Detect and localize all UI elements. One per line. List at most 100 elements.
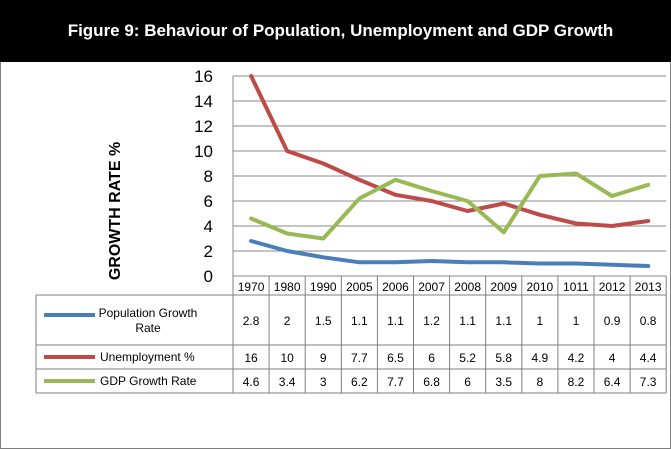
data-table-value: 0.8 <box>640 314 657 328</box>
data-table-value: 1.2 <box>423 314 440 328</box>
data-table-value: 6.2 <box>351 375 368 389</box>
y-tick-label: 8 <box>204 167 213 186</box>
data-point <box>393 193 397 197</box>
data-table-value: 2 <box>284 314 291 328</box>
data-point <box>574 222 578 225</box>
data-point <box>466 260 470 264</box>
data-table-value: 1 <box>573 314 580 328</box>
data-table-value: 3 <box>320 375 327 389</box>
data-table-value: 4.6 <box>243 375 260 389</box>
y-tick-label: 0 <box>204 267 213 286</box>
data-point <box>430 199 434 203</box>
x-category-label: 1980 <box>274 280 301 294</box>
data-point <box>538 262 542 265</box>
data-point <box>249 217 253 220</box>
data-table-value: 7.7 <box>387 375 404 389</box>
chart-title: Figure 9: Behaviour of Population, Unemp… <box>67 21 614 40</box>
data-point <box>321 237 325 240</box>
data-table-value: 6.5 <box>387 351 404 365</box>
data-table-value: 1.1 <box>495 314 512 328</box>
y-tick-label: 4 <box>204 217 213 236</box>
data-table-value: 4.9 <box>532 351 549 365</box>
data-point <box>393 178 397 182</box>
data-table-value: 8.2 <box>568 375 585 389</box>
data-table-value: 0.9 <box>604 314 621 328</box>
x-category-label: 2010 <box>526 280 553 294</box>
y-tick-label: 14 <box>194 92 213 111</box>
data-point <box>646 219 650 223</box>
data-table-value: 7.7 <box>351 351 368 365</box>
data-table-value: 1 <box>537 314 544 328</box>
data-point <box>610 263 614 267</box>
data-table-value: 1.1 <box>351 314 368 328</box>
x-category-label: 2007 <box>418 280 445 294</box>
data-point <box>249 239 253 243</box>
x-category-label: 1970 <box>238 280 265 294</box>
legend-label: GDP Growth Rate <box>100 374 197 388</box>
y-tick-label: 16 <box>194 67 213 86</box>
data-point <box>249 74 253 78</box>
data-table-value: 4 <box>609 351 616 365</box>
data-point <box>430 189 434 193</box>
data-table-value: 1.5 <box>315 314 332 328</box>
data-point <box>574 172 578 175</box>
data-point <box>357 178 361 182</box>
x-category-label: 2008 <box>454 280 481 294</box>
data-table-value: 2.8 <box>243 314 260 328</box>
data-table-value: 9 <box>320 351 327 365</box>
x-category-label: 2005 <box>346 280 373 294</box>
data-point <box>285 232 289 235</box>
data-point <box>466 199 470 203</box>
data-table-value: 6 <box>428 351 435 365</box>
data-table-value: 10 <box>280 351 294 365</box>
series-line <box>249 74 651 228</box>
data-point <box>430 259 434 263</box>
data-point <box>321 255 325 259</box>
series-line <box>249 171 651 241</box>
data-point <box>646 183 650 187</box>
data-point <box>610 194 614 198</box>
x-category-label: 2006 <box>382 280 409 294</box>
data-table-value: 3.5 <box>495 375 512 389</box>
data-point <box>466 209 470 213</box>
legend-label: Unemployment % <box>100 350 195 364</box>
data-table-value: 16 <box>244 351 258 365</box>
x-category-label: 2013 <box>635 280 662 294</box>
data-point <box>502 230 506 234</box>
data-point <box>502 260 506 264</box>
data-table-value: 5.8 <box>495 351 512 365</box>
data-table-value: 1.1 <box>459 314 476 328</box>
y-tick-label: 10 <box>194 142 213 161</box>
data-point <box>502 202 506 205</box>
data-table-value: 6 <box>464 375 471 389</box>
legend-label: Population Growth Rate <box>99 306 198 335</box>
data-point <box>610 224 614 228</box>
data-point <box>538 213 542 217</box>
data-point <box>574 262 578 265</box>
data-point <box>285 149 289 153</box>
data-point <box>538 174 542 178</box>
x-category-label: 1990 <box>310 280 337 294</box>
data-point <box>285 249 289 253</box>
data-table-value: 4.4 <box>640 351 657 365</box>
data-point <box>357 197 361 200</box>
data-table-value: 7.3 <box>640 375 657 389</box>
y-tick-label: 12 <box>194 117 213 136</box>
data-table-value: 4.2 <box>568 351 585 365</box>
data-point <box>357 260 361 264</box>
data-table-value: 1.1 <box>387 314 404 328</box>
chart-title-bar: Figure 9: Behaviour of Population, Unemp… <box>0 0 671 62</box>
x-category-label: 2009 <box>490 280 517 294</box>
data-table-value: 3.4 <box>279 375 296 389</box>
series-line <box>249 239 651 268</box>
data-table-value: 8 <box>537 375 544 389</box>
data-point <box>646 264 650 268</box>
y-tick-label: 2 <box>204 242 213 261</box>
data-point <box>321 162 325 165</box>
x-category-label: 1011 <box>563 280 589 294</box>
data-table-value: 6.4 <box>604 375 621 389</box>
x-category-label: 2012 <box>599 280 626 294</box>
data-table-value: 6.8 <box>423 375 440 389</box>
data-point <box>393 260 397 264</box>
